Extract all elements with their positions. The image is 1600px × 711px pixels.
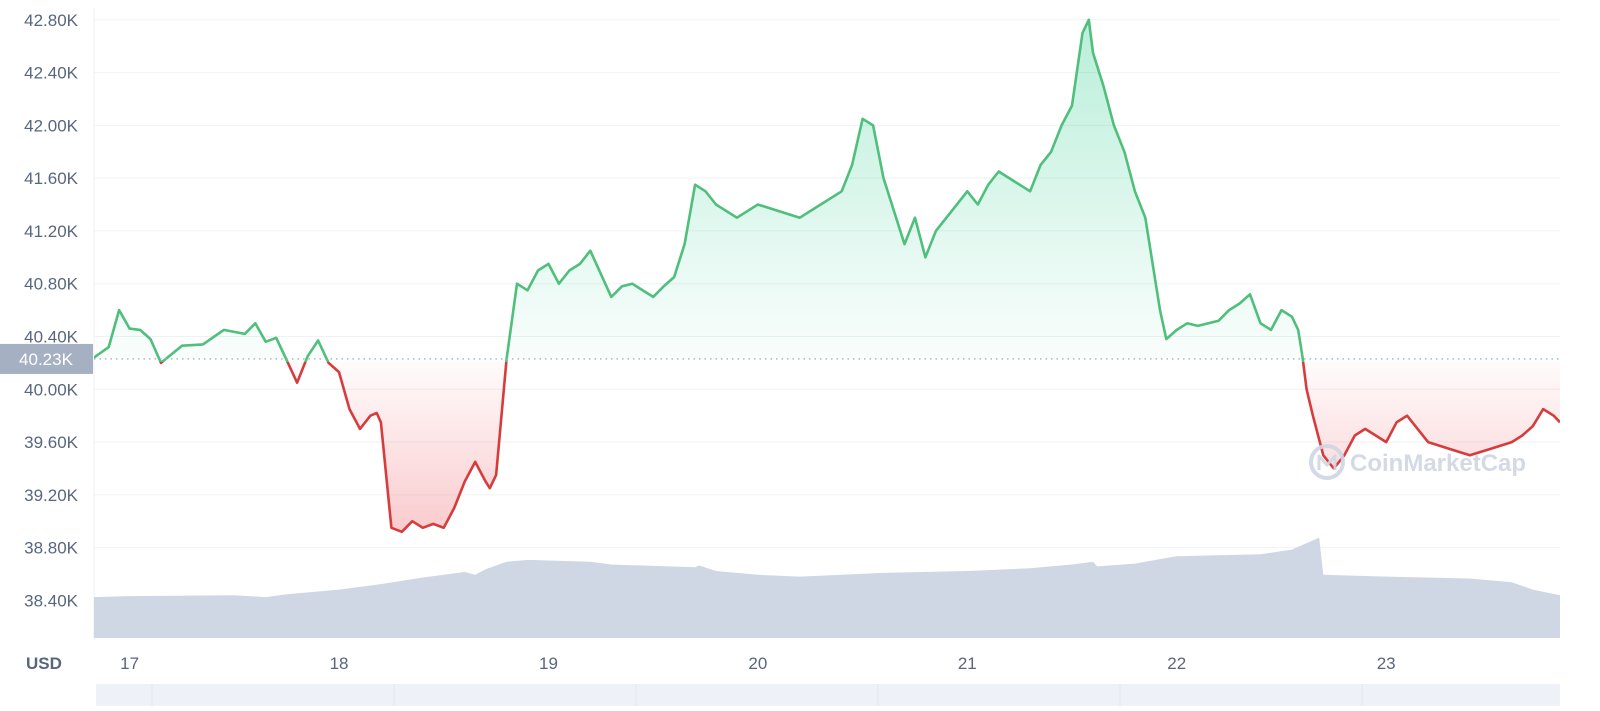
y-tick-label: 39.20K bbox=[24, 486, 79, 505]
x-tick-label: 21 bbox=[958, 654, 977, 673]
current-price-label: 40.23K bbox=[19, 350, 74, 369]
navigator-strip[interactable] bbox=[96, 684, 1560, 706]
price-fill bbox=[94, 19, 1560, 532]
y-tick-label: 41.60K bbox=[24, 169, 79, 188]
price-fill-above bbox=[94, 19, 1560, 362]
current-price-badge: 40.23K bbox=[0, 343, 93, 374]
y-tick-label: 41.20K bbox=[24, 222, 79, 241]
currency-unit-label: USD bbox=[26, 654, 62, 673]
x-tick-label: 17 bbox=[120, 654, 139, 673]
y-tick-label: 38.40K bbox=[24, 591, 79, 610]
volume-area bbox=[94, 537, 1560, 638]
current-price-badge-bg bbox=[0, 343, 93, 374]
price-fill-below bbox=[160, 362, 1560, 532]
navigator-track[interactable] bbox=[96, 684, 1560, 706]
y-axis-ticks: 38.40K 38.80K 39.20K 39.60K 40.00K 40.40K 40.8… bbox=[24, 11, 79, 611]
coinmarketcap-logo-icon bbox=[1309, 444, 1345, 480]
x-tick-label: 19 bbox=[539, 654, 558, 673]
price-line-below bbox=[159, 362, 1560, 534]
y-tick-label: 40.40K bbox=[24, 327, 79, 346]
x-axis-ticks: 17 18 19 20 21 22 23 bbox=[120, 654, 1395, 673]
volume-shape bbox=[94, 537, 1560, 638]
watermark: CoinMarketCap bbox=[1309, 444, 1526, 480]
x-tick-label: 22 bbox=[1167, 654, 1186, 673]
x-tick-label: 18 bbox=[330, 654, 349, 673]
y-tick-label: 38.80K bbox=[24, 539, 79, 558]
y-tick-label: 40.00K bbox=[24, 380, 79, 399]
x-tick-label: 23 bbox=[1377, 654, 1396, 673]
price-line-above bbox=[94, 18, 1305, 362]
y-tick-label: 42.80K bbox=[24, 11, 79, 30]
x-tick-label: 20 bbox=[748, 654, 767, 673]
y-tick-label: 39.60K bbox=[24, 433, 79, 452]
y-tick-label: 40.80K bbox=[24, 275, 79, 294]
y-tick-label: 42.40K bbox=[24, 64, 79, 83]
watermark-text: CoinMarketCap bbox=[1350, 450, 1526, 477]
price-line bbox=[94, 18, 1560, 534]
y-tick-label: 42.00K bbox=[24, 116, 79, 135]
